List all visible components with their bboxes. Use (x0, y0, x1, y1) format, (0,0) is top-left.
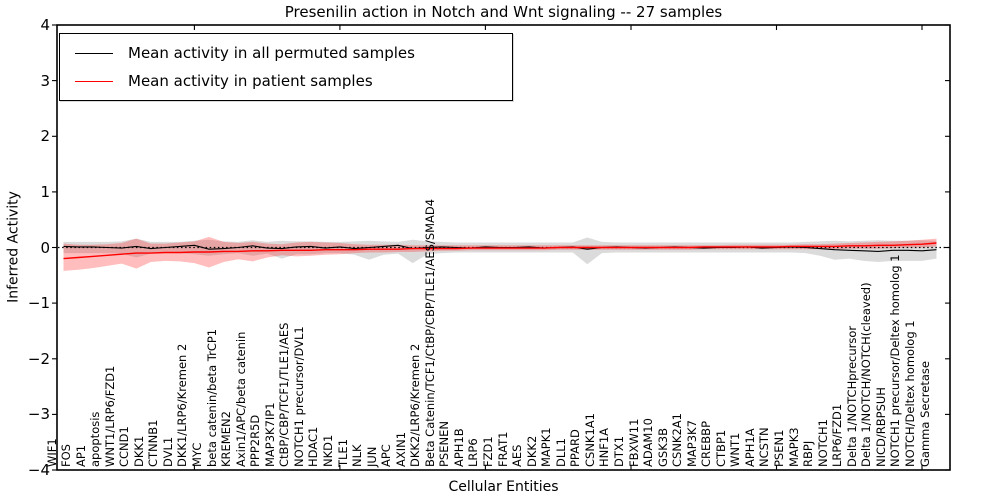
x-tick-label: CTBP1 (713, 429, 728, 467)
x-tick-label: NOTCH1 precursor/DVL1 (291, 326, 306, 467)
x-tick-label: WIF1 (44, 438, 59, 467)
x-tick-label: DKK1/LRP6/Kremen 2 (175, 343, 190, 467)
x-tick-label: CSNK1A1 (582, 413, 597, 467)
x-tick-label: NOTCH1 (815, 419, 830, 467)
x-tick-label: ADAM10 (641, 418, 656, 467)
x-tick-label: beta catenin/beta TrCP1 (204, 328, 219, 467)
x-tick-label: FOS (59, 444, 74, 467)
x-tick-label: MAPK1 (539, 427, 554, 467)
x-tick-label: DKK1 (131, 435, 146, 467)
x-tick-label: NICD/RBPSUH (873, 387, 888, 467)
x-tick-label: AP1 (73, 444, 88, 467)
x-tick-label: NCSTN (757, 427, 772, 467)
x-tick-label: HNF1A (597, 427, 612, 467)
x-tick-label: WNT1 (728, 432, 743, 467)
x-tick-label: LRP6 (466, 438, 481, 467)
series-line-1 (63, 242, 937, 260)
x-tick-label: Beta Catenin/TCF1/CtBP/CBP/TLE1/AES/SMAD… (422, 198, 437, 467)
chart-title: Presenilin action in Notch and Wnt signa… (284, 3, 723, 21)
legend-label: Mean activity in all permuted samples (128, 44, 415, 62)
x-tick-label: PSEN1 (772, 429, 786, 467)
x-tick-label: MAP3K7 (684, 420, 699, 467)
x-tick-label: Delta 1/NOTCHprecursor (844, 325, 859, 467)
x-tick-label: AXIN1 (393, 431, 408, 467)
x-tick-label: TLE1 (335, 438, 350, 467)
legend-item: Mean activity in all permuted samples (60, 39, 512, 67)
x-tick-label: KREMEN2 (219, 411, 234, 467)
y-tick-label: 2 (40, 127, 50, 146)
y-tick-label: −3 (27, 405, 50, 424)
legend-line-sample-patient (75, 80, 113, 82)
x-axis-label: Cellular Entities (448, 479, 559, 495)
x-tick-label: Gamma Secretase (917, 361, 932, 467)
x-tick-label: CREBBP (699, 421, 714, 467)
x-tick-label: FBXW11 (626, 418, 641, 467)
x-tick-label: MAP3K7IP1 (262, 402, 277, 467)
x-tick-label: DKK2 (524, 435, 539, 467)
x-tick-label: NLK (350, 444, 365, 467)
x-tick-label: Axin1/APC/beta catenin (233, 331, 248, 467)
permuted-range-band (63, 237, 937, 265)
x-tick-label: PPP2R5D (248, 414, 263, 467)
x-tick-label: MAPK3 (786, 427, 801, 467)
x-tick-label: RBPJ (801, 440, 816, 467)
legend-item: Mean activity in patient samples (60, 67, 512, 95)
x-tick-label: APC (379, 444, 394, 467)
x-tick-label: NKD1 (320, 434, 335, 467)
x-tick-label: CCND1 (117, 426, 132, 467)
x-tick-label: JUN (364, 446, 379, 467)
y-tick-label: 4 (40, 16, 50, 34)
legend-label: Mean activity in patient samples (128, 72, 373, 90)
x-tick-label: apoptosis (88, 411, 103, 467)
x-tick-label: NOTCH/Deltex homolog 1 (902, 320, 917, 467)
x-tick-label: FRAT1 (495, 431, 510, 467)
x-tick-label: NOTCH1 precursor/Deltex homolog 1 (888, 254, 903, 467)
y-tick-label: −4 (27, 461, 50, 479)
x-tick-label: LRP6/FZD1 (830, 403, 845, 467)
x-tick-label: DLL1 (553, 438, 568, 467)
x-tick-label: CSNK2A1 (670, 413, 685, 467)
x-tick-label: DTX1 (611, 435, 626, 467)
x-tick-label: APH1B (451, 428, 466, 467)
x-tick-label: DKK2/LRP6/Kremen 2 (408, 343, 423, 467)
patient-range-band (63, 236, 937, 271)
x-tick-label: WNT1/LRP6/FZD1 (102, 365, 117, 467)
legend-line-sample-permuted (75, 52, 113, 54)
x-tick-label: PSENEN (437, 421, 452, 467)
x-tick-label: DVL1 (160, 436, 175, 467)
y-tick-label: −2 (27, 349, 50, 368)
x-tick-label: FZD1 (481, 436, 495, 467)
x-tick-label: PPARD (568, 429, 583, 467)
x-tick-label: APH1A (742, 428, 757, 467)
x-tick-label: AES (510, 444, 525, 467)
y-tick-label: 3 (40, 71, 50, 90)
y-tick-label: −1 (27, 294, 50, 313)
x-tick-label: CtBP/CBP/TCF1/TLE1/AES (277, 322, 292, 467)
x-tick-label: Delta 1/NOTCH/NOTCH(cleaved) (859, 282, 874, 467)
x-tick-label: CTNNB1 (146, 419, 161, 467)
y-tick-label: 1 (40, 182, 50, 201)
x-tick-label: GSK3B (655, 428, 670, 467)
x-tick-label: MYC (190, 442, 204, 467)
legend: Mean activity in all permuted samples Me… (59, 33, 513, 101)
x-tick-label: HDAC1 (306, 426, 321, 467)
y-tick-label: 0 (40, 238, 50, 257)
